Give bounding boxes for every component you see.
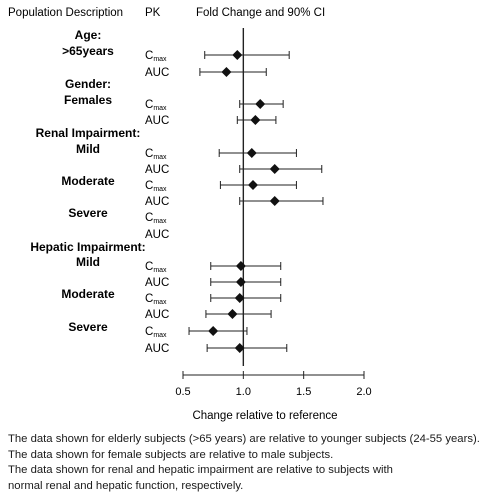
group-category-label: Gender: — [65, 77, 111, 91]
footnote-line: normal renal and hepatic function, respe… — [8, 479, 244, 492]
x-tick-label: 1.5 — [296, 386, 311, 398]
pk-label: AUC — [145, 229, 169, 241]
group-label: Mild — [76, 142, 100, 156]
plot-area: 0.5 1.0 1.5 2.0 Age: >65years Cmax AUC Gender: Fe… — [30, 28, 372, 398]
point-estimate-marker — [221, 67, 232, 77]
point-estimate-marker — [234, 343, 245, 353]
pk-label: Cmax — [145, 180, 167, 193]
point-estimate-marker — [227, 309, 238, 319]
pk-label: Cmax — [145, 326, 167, 339]
x-axis-label: Change relative to reference — [192, 410, 337, 422]
pk-label: Cmax — [145, 293, 167, 306]
header-pk: PK — [145, 7, 161, 19]
group-label: Moderate — [61, 287, 115, 301]
pk-label: AUC — [145, 115, 169, 127]
point-estimate-marker — [269, 164, 280, 174]
point-estimate-marker — [246, 148, 257, 158]
group-label: Moderate — [61, 174, 115, 188]
point-estimate-marker — [208, 326, 219, 336]
point-estimate-marker — [250, 115, 261, 125]
pk-label: AUC — [145, 343, 169, 355]
group-category-label: Age: — [75, 28, 102, 42]
group-category-label: Hepatic Impairment: — [30, 240, 145, 254]
footnote-line: The data shown for female subjects are r… — [8, 448, 334, 461]
group-label: Severe — [68, 206, 108, 220]
pk-label: AUC — [145, 196, 169, 208]
header-population: Population Description — [8, 7, 123, 19]
group-label: Severe — [68, 320, 108, 334]
pk-label: Cmax — [145, 99, 167, 112]
pk-label: AUC — [145, 277, 169, 289]
header-fold-change: Fold Change and 90% CI — [196, 7, 325, 19]
point-estimate-marker — [234, 293, 245, 303]
group-label: >65years — [62, 44, 114, 58]
point-estimate-marker — [235, 277, 246, 287]
pk-label: Cmax — [145, 261, 167, 274]
point-estimate-marker — [247, 180, 258, 190]
x-tick-label: 1.0 — [236, 386, 251, 398]
x-tick-label: 2.0 — [356, 386, 371, 398]
footnote-line: The data shown for renal and hepatic imp… — [8, 464, 393, 477]
pk-label: Cmax — [145, 50, 167, 63]
point-estimate-marker — [235, 261, 246, 271]
footnote-line: The data shown for elderly subjects (>65… — [8, 433, 480, 445]
group-label: Mild — [76, 255, 100, 269]
pk-label: AUC — [145, 309, 169, 321]
x-tick-label: 0.5 — [175, 386, 190, 398]
group-label: Females — [64, 93, 112, 107]
footnotes: The data shown for elderly subjects (>65… — [8, 432, 482, 494]
pk-label: AUC — [145, 164, 169, 176]
pk-label: Cmax — [145, 212, 167, 225]
point-estimate-marker — [255, 99, 266, 109]
group-category-label: Renal Impairment: — [36, 126, 141, 140]
pk-label: AUC — [145, 67, 169, 79]
forest-plot: Population Description PK Fold Change an… — [8, 7, 372, 422]
point-estimate-marker — [269, 196, 280, 206]
point-estimate-marker — [232, 50, 243, 60]
pk-label: Cmax — [145, 148, 167, 161]
